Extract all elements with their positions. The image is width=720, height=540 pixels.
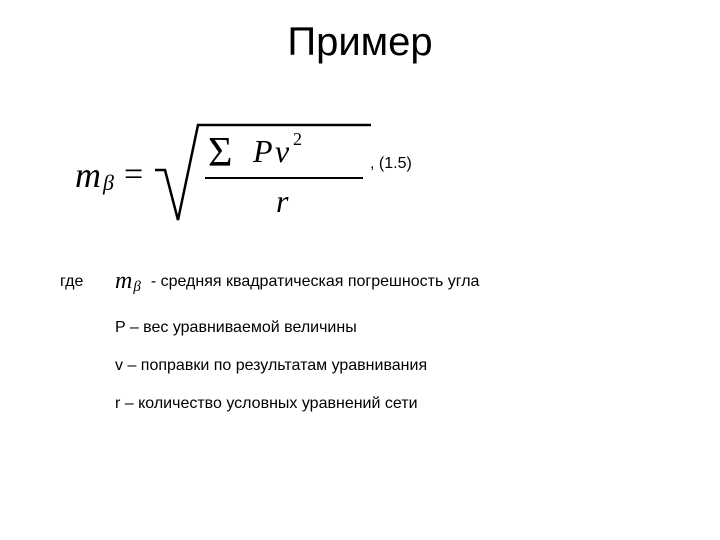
P-symbol: P	[252, 133, 273, 169]
definitions: где mβ - средняя квадратическая погрешно…	[60, 265, 479, 432]
formula-block: mβ = Σ P v 2 r	[75, 120, 373, 230]
def-v-text: v – поправки по результатам уравнивания	[115, 355, 427, 377]
sigma-symbol: Σ	[208, 130, 232, 176]
formula-lhs: mβ	[75, 154, 114, 196]
r-symbol: r	[276, 183, 289, 219]
page-title: Пример	[0, 20, 720, 65]
mbeta-b-small: β	[133, 277, 140, 298]
equation-number: , (1.5)	[370, 155, 412, 173]
lhs-beta: β	[103, 170, 114, 196]
slide: Пример mβ = Σ P v 2 r , (1.5) где m	[0, 0, 720, 540]
where-label: где	[60, 271, 115, 293]
def-P-text: P – вес уравниваемой величины	[115, 317, 357, 339]
mbeta-symbol-small: mβ	[115, 265, 141, 299]
def-row-P: P – вес уравниваемой величины	[60, 317, 479, 339]
lhs-m: m	[75, 154, 101, 196]
def-r-text: r – количество условных уравнений сети	[115, 393, 418, 415]
sqrt-expression: Σ P v 2 r	[153, 120, 373, 230]
def-row-r: r – количество условных уравнений сети	[60, 393, 479, 415]
def-row-mbeta: где mβ - средняя квадратическая погрешно…	[60, 265, 479, 299]
mbeta-m-small: m	[115, 265, 132, 299]
def-mbeta-text: - средняя квадратическая погрешность угл…	[151, 271, 480, 293]
v-exponent: 2	[293, 129, 302, 149]
v-symbol: v	[275, 133, 290, 169]
def-row-v: v – поправки по результатам уравнивания	[60, 355, 479, 377]
equals-sign: =	[124, 156, 143, 194]
